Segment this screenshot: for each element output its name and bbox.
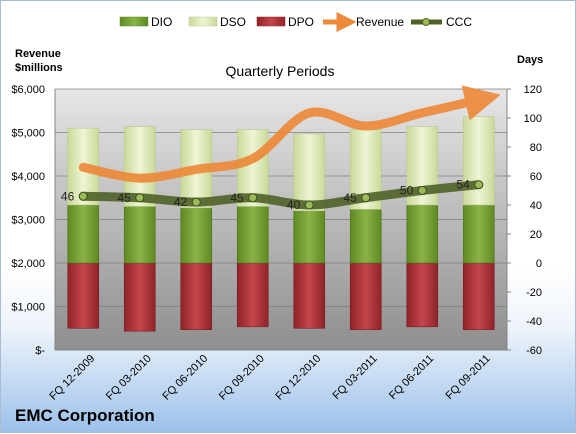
legend-label-dpo: DPO — [288, 15, 314, 29]
left-tick-label: $5,000 — [11, 128, 45, 140]
company-name: EMC Corporation — [15, 406, 155, 425]
right-tick-label: -40 — [526, 316, 542, 328]
bar-dio — [180, 207, 213, 264]
bar-dpo — [406, 262, 439, 328]
right-tick-label: -60 — [526, 345, 542, 357]
x-tick-label: FQ 03-2011 — [330, 353, 379, 402]
x-tick-label: FQ 09-2010 — [217, 353, 267, 403]
left-tick-label: $- — [35, 345, 45, 357]
right-axis: -60 -40 -20 0 20 40 60 80 100 120 — [506, 84, 542, 357]
bar-dio — [349, 209, 382, 264]
ccc-data-label: 42 — [174, 195, 188, 209]
left-axis: $- $1,000 $2,000 $3,000 $4,000 $5,000 $6,000 — [11, 84, 56, 357]
legend-swatch-dso — [188, 16, 218, 27]
x-tick-label: FQ 12-2009 — [47, 353, 97, 403]
right-tick-label: 20 — [530, 229, 542, 241]
ccc-marker — [78, 191, 88, 201]
ccc-data-label: 40 — [287, 198, 301, 212]
bar-dio — [67, 204, 100, 264]
revenue-series — [78, 85, 501, 183]
bar-dso — [293, 133, 326, 212]
ccc-marker — [474, 180, 484, 190]
right-tick-label: 40 — [530, 200, 542, 212]
right-axis-title: Days — [517, 54, 543, 66]
legend: DIO DSO DPO Revenue CCC — [119, 12, 472, 32]
bar-dpo — [180, 262, 213, 330]
revenue-line — [78, 85, 501, 183]
ccc-line — [78, 180, 484, 210]
ccc-marker — [191, 197, 201, 207]
bars-group — [67, 116, 495, 332]
ccc-data-label: 45 — [343, 191, 357, 205]
ccc-series: 46 45 42 45 40 45 50 54 — [61, 178, 484, 212]
ccc-data-label: 50 — [400, 184, 414, 198]
x-tick-label: FQ 12-2010 — [273, 353, 323, 403]
right-tick-label: -20 — [526, 287, 542, 299]
right-tick-label: 80 — [530, 142, 542, 154]
legend-marker-ccc — [422, 18, 430, 26]
bar-dpo — [293, 262, 326, 329]
x-tick-label: FQ 03-2010 — [104, 353, 154, 403]
legend-swatch-dio — [119, 16, 149, 27]
right-tick-label: 0 — [536, 258, 542, 270]
right-tick-label: 120 — [524, 84, 542, 96]
ccc-marker — [248, 193, 258, 203]
bar-dio — [406, 204, 439, 264]
legend-label-dso: DSO — [220, 15, 246, 29]
x-axis: FQ 12-2009 FQ 03-2010 FQ 06-2010 FQ 09-2010… — [47, 349, 507, 403]
left-axis-title-line2: $millions — [15, 62, 63, 74]
left-tick-label: $3,000 — [11, 215, 45, 227]
bar-dio — [462, 204, 495, 264]
x-tick-label: FQ 06-2010 — [160, 353, 210, 403]
bar-dso — [462, 116, 495, 206]
ccc-marker — [417, 186, 427, 195]
bar-dpo — [236, 262, 269, 328]
bar-dio — [293, 210, 326, 264]
right-tick-label: 100 — [524, 113, 542, 125]
bar-dpo — [349, 262, 382, 330]
chart-title: Quarterly Periods — [226, 63, 335, 79]
x-tick-label: FQ 06-2011 — [387, 353, 436, 402]
ccc-data-label: 45 — [117, 191, 131, 205]
x-tick-label: FQ 09-2011 — [443, 353, 492, 402]
left-tick-label: $1,000 — [11, 302, 45, 314]
bar-dio — [123, 206, 156, 264]
right-tick-label: 60 — [530, 171, 542, 183]
bar-dpo — [462, 262, 495, 330]
legend-label-revenue: Revenue — [356, 15, 404, 29]
left-axis-title-line1: Revenue — [15, 48, 61, 60]
legend-label-dio: DIO — [151, 15, 172, 29]
bar-dio — [236, 206, 269, 264]
bar-dpo — [123, 262, 156, 332]
left-tick-label: $2,000 — [11, 258, 45, 270]
ccc-marker — [361, 193, 371, 203]
ccc-marker — [135, 193, 145, 203]
ccc-data-label: 45 — [230, 191, 244, 205]
left-tick-label: $6,000 — [11, 84, 45, 96]
legend-label-ccc: CCC — [446, 15, 472, 29]
ccc-marker — [304, 200, 314, 210]
ccc-data-label: 46 — [61, 189, 75, 203]
bar-dpo — [67, 262, 100, 329]
ccc-data-label: 54 — [456, 178, 470, 192]
legend-swatch-dpo — [256, 16, 286, 27]
left-tick-label: $4,000 — [11, 171, 45, 183]
